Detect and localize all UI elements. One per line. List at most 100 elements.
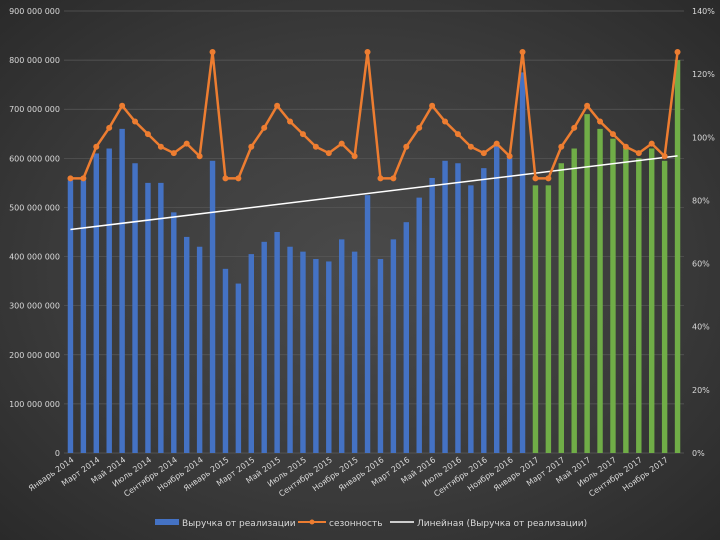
- bar: [377, 259, 384, 453]
- legend-swatch-revenue: [155, 519, 179, 525]
- seasonality-point: [157, 143, 164, 150]
- y-tick-label: 300 000 000: [9, 302, 60, 311]
- seasonality-point: [106, 124, 113, 131]
- bar: [80, 180, 87, 453]
- bar: [171, 212, 177, 453]
- bar: [158, 182, 164, 453]
- y2-tick-label: 80%: [692, 196, 710, 205]
- seasonality-point: [609, 131, 616, 138]
- seasonality-point: [429, 102, 436, 109]
- bar: [390, 239, 397, 453]
- y-tick-label: 400 000 000: [9, 253, 60, 262]
- trendline-path: [70, 155, 678, 231]
- left-axis-ticks: 0 100 000 000 200 000 000 300 000 000 400 00…: [9, 7, 60, 458]
- bar: [455, 163, 461, 453]
- seasonality-point: [93, 143, 100, 150]
- seasonality-point: [454, 131, 461, 138]
- bar: [338, 239, 345, 453]
- seasonality-point: [571, 124, 578, 131]
- seasonality-point: [390, 175, 397, 182]
- gridlines: [64, 10, 684, 454]
- seasonality-point: [597, 118, 604, 125]
- seasonality-point: [67, 175, 74, 182]
- bar: [287, 246, 293, 453]
- seasonality-point: [299, 131, 306, 138]
- bar: [506, 158, 513, 454]
- bar: [610, 138, 616, 453]
- seasonality-point: [209, 49, 216, 56]
- y2-tick-label: 120%: [692, 70, 715, 79]
- seasonality-point: [119, 102, 126, 109]
- seasonality-point: [377, 175, 384, 182]
- y-tick-label: 100 000 000: [9, 400, 60, 409]
- seasonality-point: [674, 49, 681, 56]
- seasonality-point: [80, 175, 87, 182]
- seasonality-point: [493, 140, 500, 147]
- bar: [183, 236, 190, 453]
- seasonality-point: [480, 150, 487, 157]
- legend: Выручка от реализации сезонность Линейна…: [155, 519, 587, 529]
- y2-tick-label: 100%: [692, 133, 715, 142]
- seasonality-point: [261, 124, 268, 131]
- y-tick-label: 200 000 000: [9, 351, 60, 360]
- bar: [119, 128, 125, 453]
- y2-tick-label: 0%: [692, 449, 705, 458]
- y-tick-label: 600 000 000: [9, 154, 60, 163]
- seasonality-point: [635, 150, 642, 157]
- legend-label-seasonality: сезонность: [329, 519, 383, 529]
- seasonality-point: [170, 150, 177, 157]
- seasonality-point: [661, 153, 668, 160]
- bar: [274, 232, 280, 453]
- seasonality-point: [648, 140, 655, 147]
- bar: [597, 128, 603, 453]
- bar: [222, 268, 229, 453]
- seasonality-point: [519, 49, 526, 56]
- bar: [532, 185, 539, 453]
- bar: [429, 177, 435, 453]
- bar: [416, 197, 422, 453]
- bar: [674, 60, 681, 453]
- bar: [106, 148, 112, 453]
- seasonality-point: [532, 175, 539, 182]
- bar: [584, 114, 590, 453]
- y-tick-label: 500 000 000: [9, 203, 60, 212]
- bar: [481, 168, 487, 453]
- trendline: [70, 155, 678, 231]
- seasonality-point: [222, 175, 229, 182]
- bar: [235, 283, 242, 453]
- bar: [145, 182, 151, 453]
- y-tick-label: 900 000 000: [9, 7, 60, 16]
- x-tick-label: Ноябрь 2017: [621, 455, 670, 493]
- seasonality-point: [416, 124, 423, 131]
- bar: [661, 160, 668, 454]
- seasonality-point: [506, 153, 513, 160]
- seasonality-point: [287, 118, 294, 125]
- bar: [326, 261, 332, 453]
- seasonality-line: [67, 49, 681, 182]
- y2-tick-label: 20%: [692, 386, 710, 395]
- bar: [442, 160, 448, 454]
- bar: [248, 254, 255, 453]
- y-tick-label: 0: [55, 449, 60, 458]
- legend-marker-seasonality: [309, 519, 315, 525]
- y2-tick-label: 140%: [692, 7, 715, 16]
- seasonality-point: [235, 175, 242, 182]
- bar: [261, 241, 267, 453]
- bar: [636, 158, 642, 454]
- seasonality-point: [144, 131, 151, 138]
- bar: [403, 222, 410, 453]
- bar: [493, 146, 500, 454]
- seasonality-point: [558, 143, 565, 150]
- seasonality-point: [338, 140, 345, 147]
- bar: [196, 246, 203, 453]
- bar: [313, 259, 319, 453]
- bar: [209, 160, 216, 454]
- y-tick-label: 800 000 000: [9, 56, 60, 65]
- bar: [571, 148, 577, 453]
- seasonality-point: [467, 143, 474, 150]
- y-tick-label: 700 000 000: [9, 105, 60, 114]
- seasonality-point: [622, 143, 629, 150]
- seasonality-point: [196, 153, 203, 160]
